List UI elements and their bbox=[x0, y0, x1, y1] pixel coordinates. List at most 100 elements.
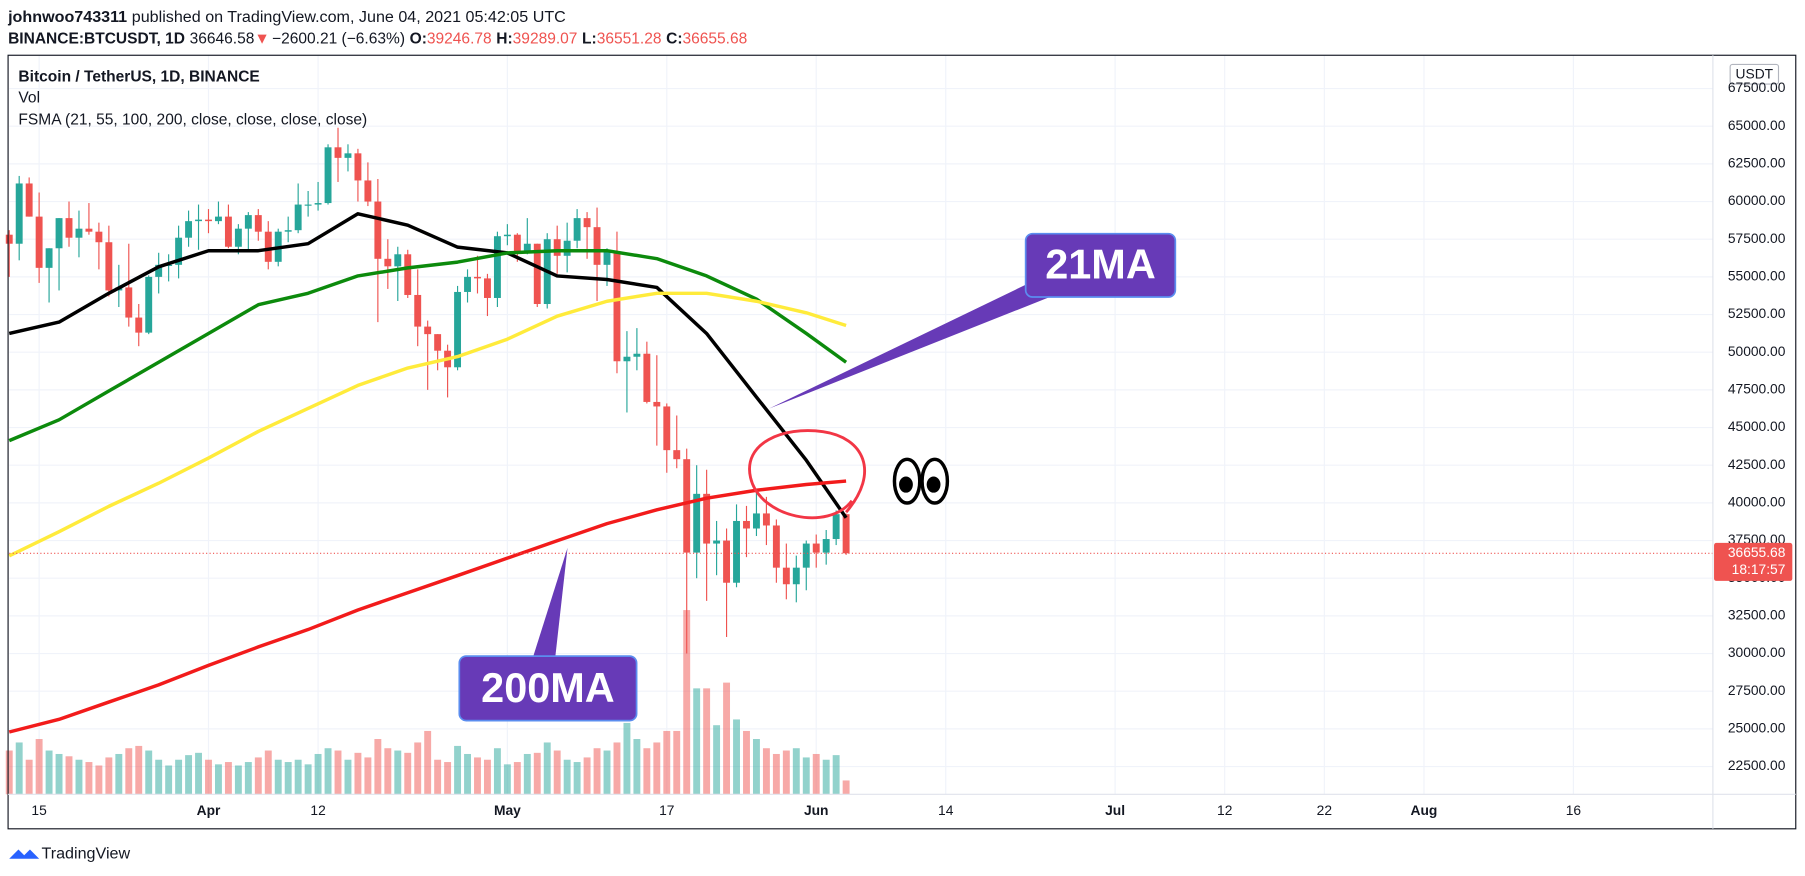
volume-bar bbox=[613, 742, 621, 795]
candle-body bbox=[673, 450, 681, 460]
candle-body bbox=[125, 287, 133, 318]
volume-bar bbox=[812, 753, 820, 795]
volume-bar bbox=[533, 752, 541, 795]
volume-bar bbox=[65, 756, 73, 795]
x-tick-label: 14 bbox=[938, 802, 954, 818]
footer: TradingView bbox=[41, 845, 130, 863]
callout-text: 21MA bbox=[1045, 241, 1156, 288]
candle-body bbox=[762, 513, 770, 526]
volume-bar bbox=[693, 688, 701, 795]
o-label: O: bbox=[410, 31, 427, 48]
volume-bar bbox=[832, 755, 840, 795]
candle-body bbox=[513, 234, 521, 253]
volume-bar bbox=[493, 748, 501, 795]
candle-body bbox=[533, 243, 541, 305]
volume-bar bbox=[175, 759, 183, 795]
volume-bar bbox=[762, 748, 770, 795]
volume-bar bbox=[553, 750, 561, 795]
candle-body bbox=[822, 539, 830, 553]
candle-body bbox=[483, 278, 491, 298]
candle-body bbox=[85, 228, 93, 232]
low: 36551.28 bbox=[597, 31, 662, 48]
volume-bar bbox=[185, 755, 193, 795]
volume-bar bbox=[464, 753, 471, 795]
header-line: johnwoo743311 published on TradingView.co… bbox=[7, 8, 566, 26]
volume-bar bbox=[503, 764, 511, 795]
x-tick-label: Apr bbox=[197, 802, 221, 818]
candle-body bbox=[384, 258, 392, 267]
volume-bar bbox=[234, 765, 242, 795]
callout-box bbox=[1024, 232, 1177, 298]
volume-bar bbox=[593, 748, 601, 795]
y-tick-label: 55000.00 bbox=[1728, 268, 1786, 284]
volume-bar bbox=[414, 742, 422, 795]
candle-body bbox=[454, 291, 462, 368]
y-tick-label: 52500.00 bbox=[1728, 305, 1786, 321]
volume-bar bbox=[294, 759, 302, 795]
candle-body bbox=[782, 567, 790, 585]
candle-body bbox=[653, 401, 661, 407]
candle-body bbox=[224, 216, 232, 247]
volume-bar bbox=[85, 762, 93, 795]
symbol-line: BINANCE:BTCUSDT, 1D 36646.58▼ −2600.21 (−6… bbox=[8, 31, 747, 48]
candle-body bbox=[693, 493, 701, 553]
volume-bar bbox=[125, 748, 133, 795]
moving-average bbox=[8, 212, 848, 519]
x-tick-label: 12 bbox=[310, 802, 325, 818]
currency: USDT bbox=[1736, 65, 1774, 81]
published: published on TradingView.com, June 04, 2… bbox=[132, 8, 566, 26]
volume-bar bbox=[115, 753, 123, 795]
volume-bar bbox=[583, 757, 591, 795]
candle-body bbox=[663, 406, 671, 451]
volume-bar bbox=[135, 745, 143, 795]
volume-bar bbox=[713, 725, 721, 795]
candle-body bbox=[45, 248, 53, 268]
candle-body bbox=[25, 183, 33, 217]
candle-body bbox=[683, 459, 691, 553]
volume-bar bbox=[474, 757, 481, 795]
candle-body bbox=[185, 221, 193, 238]
candle-body bbox=[743, 520, 750, 529]
l-label: L: bbox=[582, 31, 597, 48]
candle-body bbox=[603, 251, 611, 265]
candle-body bbox=[314, 203, 322, 205]
logo-icon bbox=[9, 849, 40, 859]
h-label: H: bbox=[496, 31, 512, 48]
candle-body bbox=[703, 493, 711, 544]
candle-body bbox=[812, 543, 820, 553]
candle-body bbox=[35, 216, 43, 268]
volume-bar bbox=[244, 762, 252, 795]
candle-body bbox=[523, 243, 531, 253]
volume-bar bbox=[424, 730, 432, 795]
volume-bar bbox=[723, 682, 731, 795]
x-tick-label: May bbox=[494, 802, 521, 818]
candle-body bbox=[613, 251, 621, 362]
candle-body bbox=[713, 540, 721, 544]
candle-body bbox=[503, 234, 511, 237]
candle-body bbox=[354, 153, 362, 181]
candle-body bbox=[145, 276, 153, 333]
callout-box bbox=[458, 655, 638, 722]
volume-bar bbox=[45, 750, 53, 795]
volume-bar bbox=[324, 748, 332, 795]
open: 39246.78 bbox=[427, 31, 492, 48]
callout-text: 200MA bbox=[481, 664, 615, 711]
candle-body bbox=[324, 147, 332, 204]
y-tick-label: 67500.00 bbox=[1728, 79, 1786, 95]
candle-body bbox=[394, 254, 402, 267]
symbol: BINANCE:BTCUSDT, 1D bbox=[8, 31, 185, 48]
candle-body bbox=[95, 231, 103, 243]
candle-body bbox=[633, 353, 641, 357]
volume-bar bbox=[782, 750, 790, 795]
change: −2600.21 (−6.63%) bbox=[272, 31, 405, 48]
y-tick-label: 45000.00 bbox=[1728, 418, 1786, 434]
x-tick-label: 22 bbox=[1317, 802, 1332, 818]
candle-body bbox=[364, 180, 372, 202]
volume-bar bbox=[673, 730, 681, 795]
legend-ma: FSMA (21, 55, 100, 200, close, close, cl… bbox=[18, 111, 367, 128]
candle-body bbox=[792, 567, 800, 585]
candle-body bbox=[244, 215, 252, 229]
volume-bar bbox=[543, 742, 551, 795]
volume-bar bbox=[523, 753, 531, 795]
